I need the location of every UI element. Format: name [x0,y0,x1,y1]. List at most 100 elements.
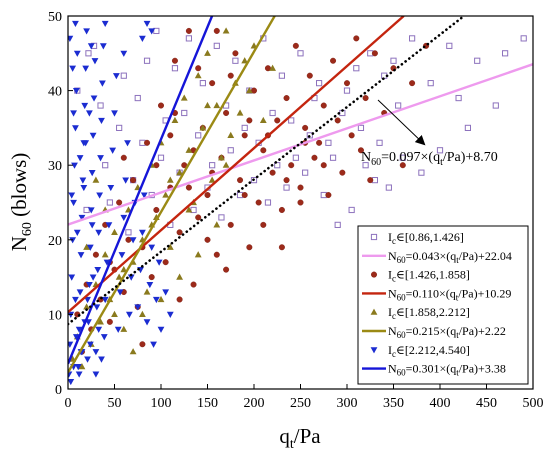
data-point [111,310,118,317]
data-point [306,72,313,79]
data-point [101,296,109,304]
fit-line-2 [68,16,405,314]
data-point [85,50,92,57]
legend-marker [371,271,378,278]
data-point [143,319,151,326]
fit-line-1 [68,63,533,226]
data-point [83,206,90,214]
x-tick-label: 300 [337,396,358,411]
fit-annotation: N60=0.097×(qt/Pa)+8.70 [361,150,498,168]
data-point [68,341,74,348]
data-point [143,57,151,64]
data-point [134,94,141,102]
data-point [357,147,364,154]
legend-label-fit: N60=0.215×(qt/Pa)+2.22 [388,324,506,340]
data-point [418,169,425,176]
data-point [297,199,304,206]
data-point [118,252,126,259]
data-point [208,176,216,183]
data-point [120,72,127,79]
data-point [213,42,220,49]
data-point [194,251,202,258]
data-point [176,229,183,236]
y-tick-label: 50 [48,10,62,25]
data-point [316,80,323,87]
x-axis-title-main: q [279,424,290,448]
data-point [227,221,234,228]
data-point [98,117,105,125]
data-point [91,58,99,65]
data-point [339,169,346,176]
data-point [94,267,102,274]
data-point [68,274,76,281]
data-point [89,274,97,281]
data-point [87,43,95,50]
fit-lines [68,16,533,374]
data-point [204,236,211,243]
data-point [209,80,216,87]
data-point [112,73,120,80]
data-point [85,110,93,117]
data-point [218,154,225,161]
legend-marker [370,308,378,315]
data-point [98,356,105,363]
data-point [107,184,115,192]
y-tick-label: 40 [48,85,62,100]
data-point [194,72,202,79]
legend-label-fit: N60=0.110×(qt/Pa)+10.29 [388,286,511,302]
data-point [171,116,179,124]
data-point [464,124,471,132]
data-point [87,207,95,214]
data-point [288,162,295,169]
data-point [144,139,151,146]
data-point [111,110,118,117]
y-axis-ticks: 0 10 20 30 40 50 [48,10,73,398]
data-point [97,102,104,109]
annotation-arrow [377,99,426,146]
data-point [157,295,165,303]
legend-label-ic: Ic∈[2.212,4.540] [388,343,470,359]
data-point [90,95,98,102]
data-point [68,35,74,42]
data-point [88,170,96,177]
data-point [395,102,402,109]
x-axis-ticks: 0 50 100 150 200 250 300 350 400 450 500 [65,384,544,411]
data-point [122,177,130,184]
data-point [195,132,202,139]
data-point [157,326,165,333]
y-tick-label: 10 [48,308,62,323]
y-tick-label: 20 [48,234,62,249]
x-tick-label: 450 [476,396,497,411]
data-point [371,50,378,57]
data-point [325,192,332,199]
data-point [278,206,285,213]
data-point [185,206,193,213]
annotation-end: /Pa)+8.70 [443,150,498,165]
data-point [150,341,157,348]
data-point [139,229,146,236]
annotation-sub2: t [440,157,443,168]
data-point [97,155,104,162]
data-point [68,192,76,199]
data-point [185,35,193,42]
data-point [153,206,160,213]
data-point [96,192,104,199]
data-point [82,65,90,72]
data-point [120,154,127,161]
data-point [89,132,97,139]
legend-label-ic: Ic∈[0.86,1.426] [388,230,464,246]
x-tick-label: 350 [383,396,404,411]
data-point [171,65,179,72]
data-point [84,356,91,363]
data-point [130,177,137,184]
data-point [232,57,239,64]
data-point [209,162,216,169]
data-point [199,80,206,87]
data-point [446,42,453,49]
data-point [72,125,79,132]
legend: Ic∈[0.86,1.426] N60=0.043×(qt/Pa)+22.04 Ic… [357,225,529,385]
data-point [409,80,416,87]
data-point [82,140,90,147]
annotation-main: N [361,150,371,165]
data-point [116,289,124,296]
